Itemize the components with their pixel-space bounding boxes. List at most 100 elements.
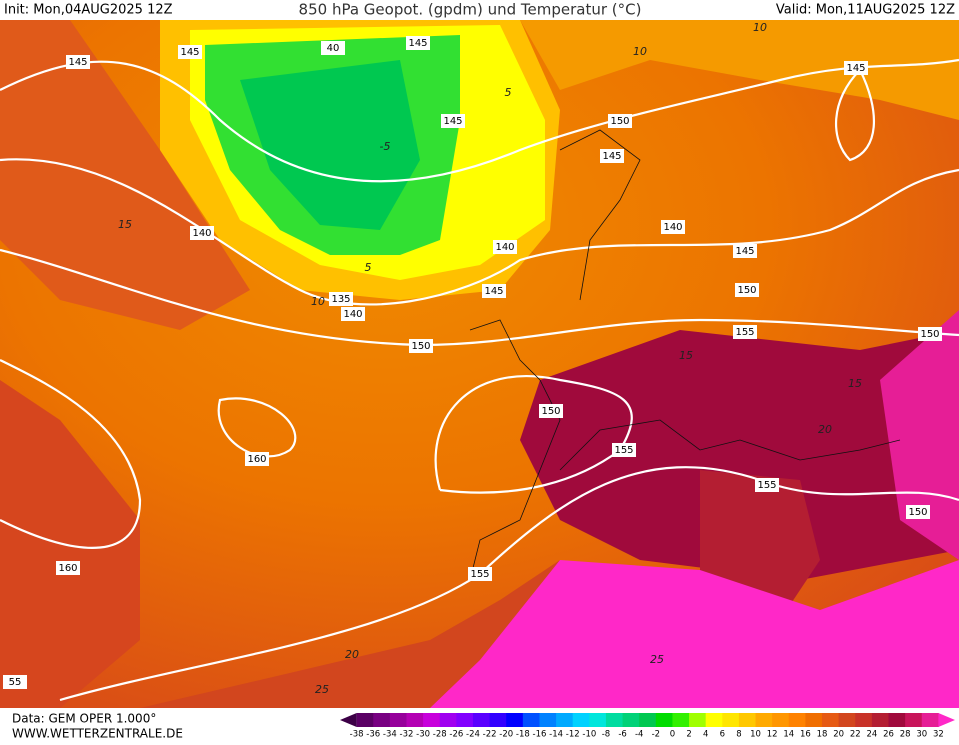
label-box xyxy=(482,284,506,298)
colorbar-label: 16 xyxy=(800,730,811,740)
colorbar-swatch xyxy=(423,713,441,727)
label-box xyxy=(906,505,930,519)
geopotential-label: 155 xyxy=(470,569,489,580)
colorbar-swatch xyxy=(439,713,457,727)
site: WWW.WETTERZENTRALE.DE xyxy=(12,727,183,741)
colorbar-label: -2 xyxy=(652,730,660,740)
temperature-label: 20 xyxy=(818,423,832,436)
temperature-label: 25 xyxy=(650,653,664,666)
geopotential-label: 145 xyxy=(846,63,865,74)
geopotential-label: 40 xyxy=(327,43,340,54)
label-box xyxy=(56,561,80,575)
label-box xyxy=(661,220,685,234)
colorbar-label: 18 xyxy=(817,730,828,740)
colorbar-arrow xyxy=(340,713,357,727)
init-time: Init: Mon,04AUG2025 12Z xyxy=(4,3,173,18)
colorbar-swatch xyxy=(556,713,574,727)
label-box xyxy=(321,41,345,55)
label-box xyxy=(341,307,365,321)
temperature-label: 15 xyxy=(848,377,862,390)
colorbar-swatch xyxy=(572,713,590,727)
colorbar-label: -36 xyxy=(366,730,380,740)
colorbar-swatch xyxy=(838,713,856,727)
colorbar-swatch xyxy=(672,713,690,727)
colorbar-swatch xyxy=(805,713,823,727)
geopotential-label: 145 xyxy=(180,47,199,58)
label-box xyxy=(733,325,757,339)
label-box xyxy=(608,114,632,128)
colorbar-label: 2 xyxy=(686,730,691,740)
colorbar-label: 12 xyxy=(767,730,778,740)
colorbar-swatch xyxy=(406,713,424,727)
colorbar-label: -6 xyxy=(618,730,626,740)
contours xyxy=(0,58,959,702)
colorbar-swatch xyxy=(589,713,607,727)
colorbar-label: 24 xyxy=(866,730,877,740)
geopotential-label: 140 xyxy=(192,228,211,239)
colorbar-label: 8 xyxy=(736,730,741,740)
geopotential-label: 150 xyxy=(411,341,430,352)
geopotential-label: 140 xyxy=(343,309,362,320)
colorbar-label: 0 xyxy=(670,730,675,740)
label-box xyxy=(844,61,868,75)
temperature-label: 5 xyxy=(505,86,512,99)
geopotential-label: 150 xyxy=(908,507,927,518)
geopotential-label: 140 xyxy=(663,222,682,233)
colorbar-label: -28 xyxy=(433,730,447,740)
colorbar-swatch xyxy=(456,713,474,727)
geopotential-label: 145 xyxy=(602,151,621,162)
colorbar-swatch xyxy=(871,713,890,727)
temperature-label: 5 xyxy=(365,261,372,274)
colorbar-swatch xyxy=(921,713,939,727)
colorbar-swatch xyxy=(855,713,873,727)
colorbar-label: -20 xyxy=(499,730,513,740)
temperature-label: 15 xyxy=(118,218,132,231)
temperature-label: 15 xyxy=(679,349,693,362)
colorbar-arrow xyxy=(938,713,955,727)
colorbar-label: 32 xyxy=(933,730,944,740)
map-title: 850 hPa Geopot. (gpdm) und Temperatur (°… xyxy=(299,1,642,19)
colorbar-label: -16 xyxy=(533,730,547,740)
colorbar-swatch xyxy=(755,713,773,727)
colorbar-label: -18 xyxy=(516,730,530,740)
map-background xyxy=(0,20,959,708)
geopotential-label: 145 xyxy=(408,38,427,49)
temperature-label: 25 xyxy=(315,683,329,696)
colorbar-swatch xyxy=(689,713,707,727)
label-box xyxy=(178,45,202,59)
colorbar-swatch xyxy=(788,713,806,727)
colorbar-label: 6 xyxy=(720,730,725,740)
geopotential-label: 150 xyxy=(737,285,756,296)
colorbar: -38 -36 -34 -32 -30 -28 -26 -24 -22 -20 -18 -16 -14-… xyxy=(340,713,955,740)
geopotential-label: 135 xyxy=(331,294,350,305)
geopotential-label: 150 xyxy=(920,329,939,340)
label-box xyxy=(612,443,636,457)
colorbar-swatch xyxy=(705,713,723,727)
geopotential-label: 145 xyxy=(484,286,503,297)
colorbar-swatch xyxy=(605,713,624,727)
label-box xyxy=(735,283,759,297)
valid-time: Valid: Mon,11AUG2025 12Z xyxy=(776,3,955,18)
colorbar-swatch xyxy=(522,713,540,727)
colorbar-swatch xyxy=(472,713,491,727)
geopotential-label: 155 xyxy=(735,327,754,338)
colorbar-label: -32 xyxy=(400,730,414,740)
colorbar-swatch xyxy=(888,713,906,727)
colorbar-swatch xyxy=(506,713,524,727)
colorbar-swatch xyxy=(738,713,757,727)
geopotential-label: 55 xyxy=(9,677,22,688)
geopotential-label: 155 xyxy=(757,480,776,491)
label-box xyxy=(468,567,492,581)
colorbar-label: -26 xyxy=(449,730,463,740)
colorbar-swatch xyxy=(722,713,740,727)
geopotential-label: 145 xyxy=(68,57,87,68)
colorbar-label: -38 xyxy=(350,730,364,740)
colorbar-label: -4 xyxy=(635,730,643,740)
label-box xyxy=(600,149,624,163)
label-box xyxy=(406,36,430,50)
colorbar-label: 14 xyxy=(783,730,794,740)
label-box xyxy=(190,226,214,240)
colorbar-swatch xyxy=(373,713,391,727)
colorbar-swatch xyxy=(389,713,407,727)
